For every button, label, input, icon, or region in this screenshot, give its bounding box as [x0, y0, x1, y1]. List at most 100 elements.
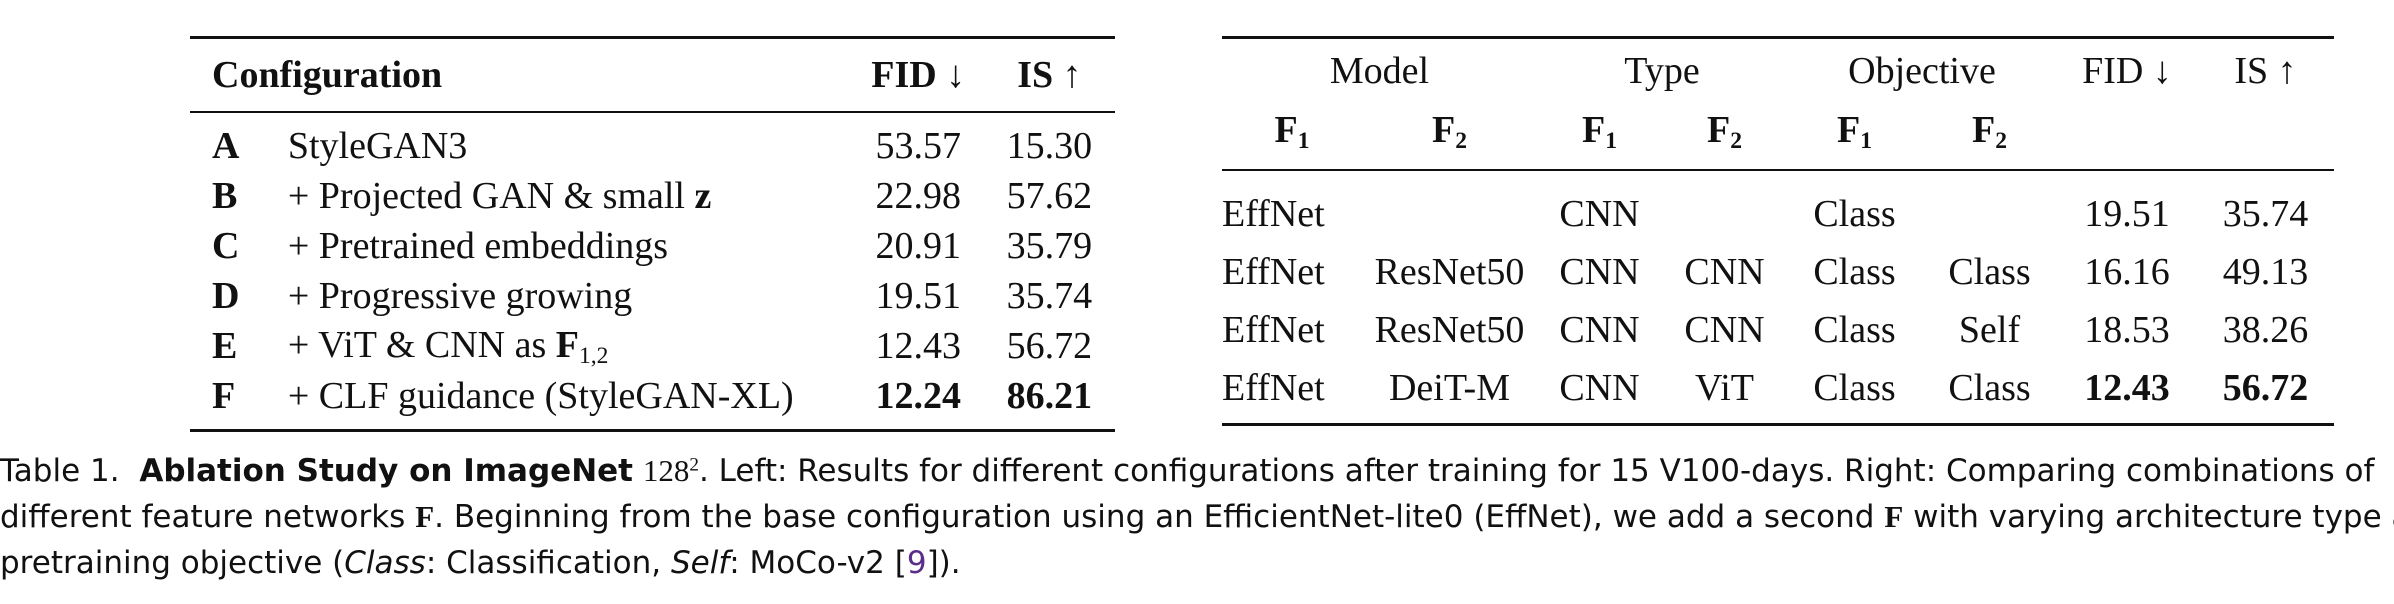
- cell-objective-f2: Class: [1948, 367, 2031, 409]
- table-row: C + Pretrained embeddings 20.91 35.79: [190, 221, 1115, 271]
- table-row: F + CLF guidance (StyleGAN-XL) 12.24 86.…: [190, 371, 1115, 431]
- header-is: IS ↑: [1017, 54, 1082, 96]
- row-is: 56.72: [1006, 325, 1093, 367]
- row-is: 86.21: [1006, 375, 1093, 417]
- caption-text: . Beginning from the base configuration …: [434, 499, 1885, 535]
- cell-fid: 12.43: [2084, 367, 2170, 409]
- cell-model-f2: ResNet50: [1374, 251, 1525, 293]
- row-fid: 53.57: [875, 125, 962, 167]
- cell-objective-f2: [1922, 170, 2057, 243]
- cell-model-f1: EffNet: [1222, 309, 1325, 351]
- row-config: StyleGAN3: [287, 125, 468, 167]
- citation-link[interactable]: 9: [906, 545, 927, 581]
- row-fid: 12.24: [875, 375, 962, 417]
- row-id: E: [212, 325, 238, 367]
- cell-is: 56.72: [2222, 367, 2309, 409]
- caption-text: with varying architecture type and: [1913, 499, 2394, 535]
- cell-fid: 16.16: [2084, 251, 2170, 293]
- cell-type-f2: [1662, 170, 1787, 243]
- row-config: + Pretrained embeddings: [287, 225, 669, 267]
- caption-symbol: F: [1884, 499, 1904, 534]
- row-config: + ViT & CNN as F1,2: [288, 321, 853, 371]
- caption-text: : MoCo-v2 [: [729, 545, 907, 581]
- cell-is: 49.13: [2222, 251, 2309, 293]
- cell-model-f2: ResNet50: [1374, 309, 1525, 351]
- header-type: Type: [1624, 50, 1700, 92]
- cell-model-f2: [1362, 170, 1537, 243]
- cell-objective-f2: Class: [1948, 251, 2031, 293]
- row-is: 15.30: [1006, 125, 1093, 167]
- row-is: 35.74: [1006, 275, 1093, 317]
- cell-objective-f1: Class: [1813, 309, 1896, 351]
- table-row: EffNet ResNet50 CNN CNN Class Self 18.53…: [1222, 301, 2334, 359]
- table-caption: Table 1. Ablation Study on ImageNet 1282…: [0, 448, 2394, 586]
- header-objective: Objective: [1848, 50, 1996, 92]
- row-fid: 12.43: [875, 325, 962, 367]
- subheader-objective-f2: F2: [1972, 108, 2007, 154]
- cell-is: 35.74: [2222, 193, 2309, 235]
- table-row: A StyleGAN3 53.57 15.30: [190, 112, 1115, 171]
- table-row: EffNet DeiT-M CNN ViT Class Class 12.43 …: [1222, 359, 2334, 425]
- config-text: + Projected GAN & small: [287, 175, 695, 217]
- subheader-type-f1: F1: [1582, 108, 1617, 154]
- subheader-empty: [2197, 103, 2334, 170]
- config-symbol: F: [555, 323, 579, 366]
- subheader-objective-f1: F1: [1837, 108, 1872, 154]
- caption-title: Ablation Study on ImageNet: [139, 453, 633, 489]
- cell-type-f2: ViT: [1695, 367, 1754, 409]
- cell-type-f2: CNN: [1684, 309, 1765, 351]
- row-is: 35.79: [1006, 225, 1093, 267]
- caption-italic: Self: [670, 545, 730, 581]
- row-fid: 22.98: [875, 175, 962, 217]
- row-id: F: [212, 375, 236, 417]
- right-ablation-table: Model Type Objective FID ↓ IS ↑ F1 F2 F1…: [1222, 36, 2334, 426]
- row-is: 57.62: [1006, 175, 1093, 217]
- row-id: C: [212, 225, 240, 267]
- cell-objective-f2: Self: [1958, 309, 2021, 351]
- row-id: B: [212, 175, 238, 217]
- subheader-type-f2: F2: [1707, 108, 1742, 154]
- right-table-sub-header-row: F1 F2 F1 F2 F1 F2: [1222, 103, 2334, 170]
- subheader-model-f1: F1: [1274, 108, 1310, 154]
- cell-type-f1: CNN: [1559, 251, 1640, 293]
- caption-text: different feature networks: [0, 499, 416, 535]
- header-is: IS ↑: [2234, 50, 2297, 92]
- subheader-model-f2: F2: [1432, 108, 1467, 154]
- caption-text: ]).: [926, 545, 961, 581]
- table-row: D + Progressive growing 19.51 35.74: [190, 271, 1115, 321]
- cell-fid: 18.53: [2084, 309, 2170, 351]
- cell-objective-f1: Class: [1813, 193, 1896, 235]
- left-table-header-row: Configuration FID ↓ IS ↑: [190, 37, 1115, 112]
- caption-line-2: different feature networks F. Beginning …: [0, 494, 2394, 540]
- caption-text: pretraining objective (: [0, 545, 345, 581]
- caption-label: Table 1.: [0, 453, 120, 489]
- cell-fid: 19.51: [2084, 193, 2170, 235]
- row-id: D: [212, 275, 240, 317]
- caption-italic: Class: [344, 545, 426, 581]
- left-ablation-table: Configuration FID ↓ IS ↑ A StyleGAN3 53.…: [190, 36, 1115, 432]
- row-fid: 20.91: [875, 225, 962, 267]
- cell-model-f1: EffNet: [1222, 193, 1325, 235]
- cell-type-f2: CNN: [1684, 251, 1765, 293]
- cell-objective-f1: Class: [1813, 251, 1896, 293]
- config-subscript: 1,2: [579, 342, 609, 369]
- row-config: + Projected GAN & small z: [288, 171, 853, 221]
- header-model: Model: [1329, 50, 1430, 92]
- cell-objective-f1: Class: [1813, 367, 1896, 409]
- caption-text: . Left: Results for different configurat…: [698, 453, 2375, 489]
- caption-symbol: F: [415, 499, 435, 534]
- row-config: + CLF guidance (StyleGAN-XL): [287, 375, 794, 417]
- header-configuration: Configuration: [212, 54, 443, 96]
- cell-model-f2: DeiT-M: [1388, 367, 1511, 409]
- caption-text: : Classification,: [425, 545, 671, 581]
- cell-model-f1: EffNet: [1222, 251, 1325, 293]
- header-fid: FID ↓: [2082, 50, 2172, 92]
- caption-resolution: 128: [642, 453, 690, 488]
- cell-model-f1: EffNet: [1222, 367, 1325, 409]
- caption-line-3: pretraining objective (Class: Classifica…: [0, 540, 2394, 586]
- caption-line-1: Table 1. Ablation Study on ImageNet 1282…: [0, 448, 2394, 494]
- cell-type-f1: CNN: [1559, 193, 1640, 235]
- cell-type-f1: CNN: [1559, 367, 1640, 409]
- row-id: A: [212, 125, 240, 167]
- row-fid: 19.51: [875, 275, 962, 317]
